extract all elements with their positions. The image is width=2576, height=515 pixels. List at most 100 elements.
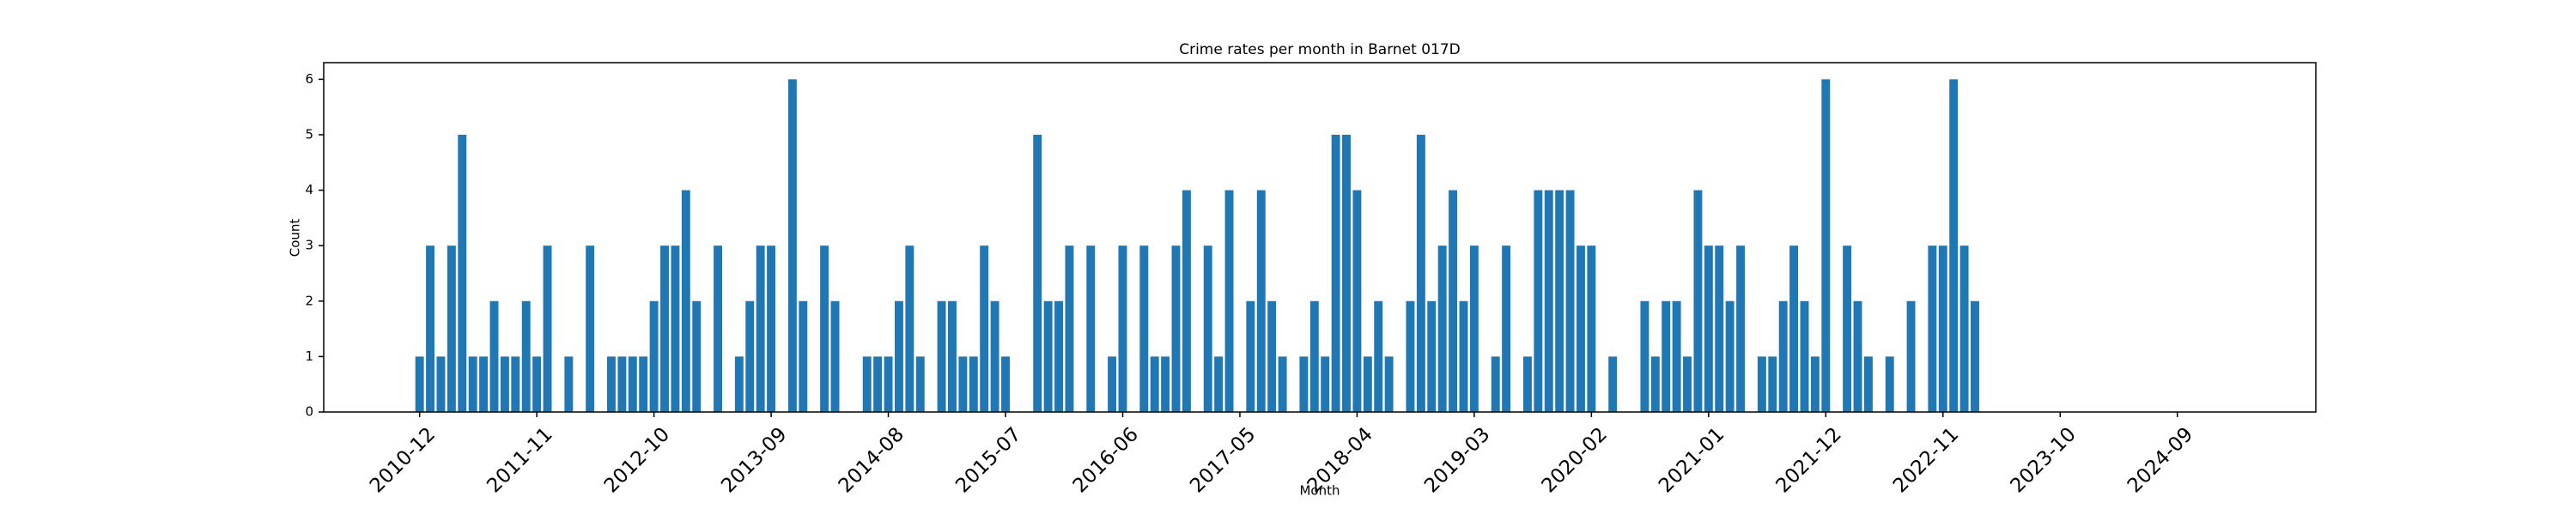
bar — [1544, 190, 1553, 413]
bar — [1469, 245, 1479, 412]
bar — [479, 356, 489, 412]
bar — [980, 245, 989, 412]
bar — [1043, 300, 1053, 412]
bar — [681, 190, 690, 413]
bar — [1736, 245, 1746, 412]
bar — [1768, 356, 1777, 412]
bar — [1587, 245, 1596, 412]
bar — [990, 300, 999, 412]
bar — [628, 356, 637, 412]
bar — [1843, 245, 1852, 412]
bar — [1938, 245, 1947, 412]
bar — [1778, 300, 1788, 412]
bar — [649, 300, 659, 412]
bar — [830, 300, 840, 412]
bar — [1224, 190, 1234, 413]
bar — [799, 300, 808, 412]
bar — [1725, 300, 1735, 412]
bar — [862, 356, 872, 412]
bar — [1502, 245, 1511, 412]
bar — [1182, 190, 1191, 413]
bar — [1416, 134, 1425, 412]
bar — [639, 356, 648, 412]
bar — [1672, 300, 1681, 412]
bar — [692, 300, 702, 412]
bar — [1928, 245, 1937, 412]
bar — [500, 356, 509, 412]
y-tick-label: 6 — [305, 71, 313, 87]
chart-title: Crime rates per month in Barnet 017D — [1179, 41, 1461, 58]
bar — [1821, 79, 1831, 412]
bar — [1108, 356, 1117, 412]
bar — [671, 245, 680, 412]
bar — [1171, 245, 1181, 412]
bar — [1565, 190, 1575, 413]
bar — [1650, 356, 1660, 412]
bar — [1534, 190, 1543, 413]
bar — [1331, 134, 1340, 412]
bar — [1810, 356, 1820, 412]
bar — [511, 356, 520, 412]
bar — [1640, 300, 1649, 412]
bar — [1054, 300, 1064, 412]
bar — [447, 245, 456, 412]
bar — [937, 300, 946, 412]
bar — [617, 356, 627, 412]
bar — [1704, 245, 1713, 412]
bar — [1459, 300, 1468, 412]
y-tick-label: 5 — [305, 126, 313, 142]
bar — [660, 245, 669, 412]
bar — [532, 356, 542, 412]
bar — [1683, 356, 1692, 412]
bar — [948, 300, 957, 412]
bar — [1374, 300, 1383, 412]
bar — [1608, 356, 1618, 412]
y-tick-label: 4 — [305, 182, 313, 197]
bar — [969, 356, 978, 412]
bar — [1491, 356, 1500, 412]
bar — [436, 356, 446, 412]
bar — [1959, 245, 1969, 412]
bar — [1384, 356, 1394, 412]
bar — [1863, 356, 1873, 412]
bar — [756, 245, 765, 412]
bar — [1363, 356, 1372, 412]
bar — [1033, 134, 1042, 412]
bar — [586, 245, 595, 412]
bar — [1906, 300, 1916, 412]
bar — [787, 79, 797, 412]
bar — [1949, 79, 1959, 412]
bar — [458, 134, 467, 412]
bar — [714, 245, 722, 412]
bar — [1555, 190, 1564, 413]
bar — [1576, 245, 1585, 412]
bar — [468, 356, 477, 412]
bar — [1715, 245, 1724, 412]
bar — [1118, 245, 1127, 412]
bar — [894, 300, 903, 412]
bar — [1800, 300, 1809, 412]
bar — [1971, 300, 1979, 412]
bar — [905, 245, 914, 412]
bar — [1437, 245, 1447, 412]
bar — [1757, 356, 1766, 412]
y-tick-label: 3 — [305, 238, 313, 253]
bar — [1693, 190, 1703, 413]
bar — [1139, 245, 1149, 412]
bar — [1321, 356, 1330, 412]
bar — [1256, 190, 1266, 413]
bar — [745, 300, 755, 412]
bar — [1214, 356, 1224, 412]
bar — [884, 356, 893, 412]
bar — [1150, 356, 1159, 412]
y-tick-label: 2 — [305, 293, 313, 308]
y-tick-label: 0 — [305, 404, 313, 420]
bar — [1203, 245, 1212, 412]
bar — [1885, 356, 1894, 412]
bar — [1065, 245, 1074, 412]
bar — [767, 245, 776, 412]
bar — [734, 356, 744, 412]
y-tick-label: 1 — [305, 348, 313, 364]
bar — [873, 356, 883, 412]
